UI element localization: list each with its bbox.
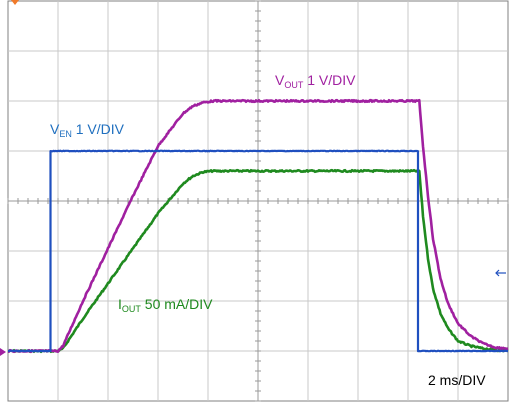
iout-label: IOUT 50 mA/DIV (118, 296, 213, 314)
ven-label: VEN 1 V/DIV (50, 121, 125, 139)
trigger-level-arrow-icon (495, 269, 506, 277)
timebase-label: 2 ms/DIV (428, 372, 486, 388)
traces (7, 98, 509, 354)
iout-trace (7, 168, 509, 354)
vout-label: VOUT 1 V/DIV (275, 72, 356, 90)
grid (7, 0, 509, 402)
channel-ground-marker (0, 348, 6, 356)
ven-trace (7, 149, 509, 353)
trigger-position-marker (11, 0, 19, 5)
vout-trace (7, 98, 509, 354)
